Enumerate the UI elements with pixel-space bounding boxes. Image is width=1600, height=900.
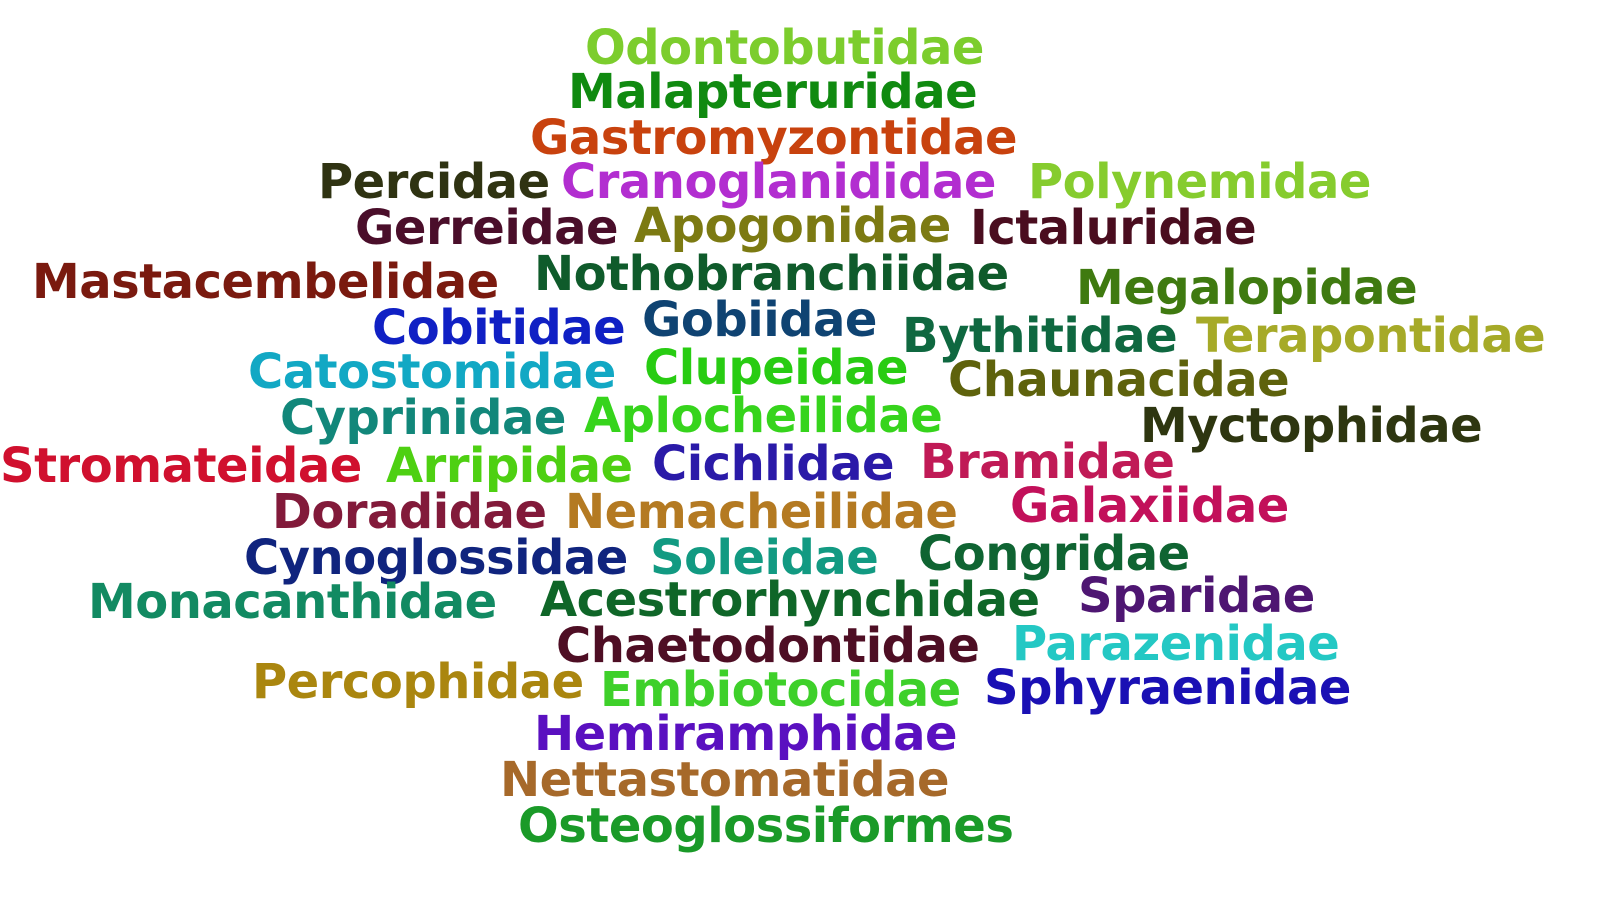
word-nothobranchiidae: Nothobranchiidae bbox=[534, 246, 1009, 302]
word-osteoglossiformes: Osteoglossiformes bbox=[518, 798, 1014, 854]
word-clupeidae: Clupeidae bbox=[644, 340, 909, 396]
word-cynoglossidae: Cynoglossidae bbox=[244, 530, 628, 586]
word-cobitidae: Cobitidae bbox=[372, 300, 626, 356]
word-malapteruridae: Malapteruridae bbox=[568, 64, 978, 120]
word-cranoglanididae: Cranoglanididae bbox=[561, 154, 996, 210]
word-chaunacidae: Chaunacidae bbox=[948, 352, 1290, 408]
word-arripidae: Arripidae bbox=[386, 438, 633, 494]
word-stromateidae: Stromateidae bbox=[0, 438, 362, 494]
word-percidae: Percidae bbox=[318, 154, 550, 210]
word-galaxiidae: Galaxiidae bbox=[1010, 478, 1289, 534]
word-aplocheilidae: Aplocheilidae bbox=[584, 388, 943, 444]
word-percophidae: Percophidae bbox=[252, 654, 584, 710]
word-sphyraenidae: Sphyraenidae bbox=[984, 660, 1351, 716]
word-cyprinidae: Cyprinidae bbox=[280, 390, 566, 446]
word-embiotocidae: Embiotocidae bbox=[600, 662, 961, 718]
word-bythitidae: Bythitidae bbox=[902, 308, 1178, 364]
word-catostomidae: Catostomidae bbox=[248, 344, 616, 400]
word-ictaluridae: Ictaluridae bbox=[970, 200, 1257, 256]
word-nettastomatidae: Nettastomatidae bbox=[500, 752, 950, 808]
word-gerreidae: Gerreidae bbox=[355, 200, 619, 256]
word-gobiidae: Gobiidae bbox=[642, 292, 877, 348]
word-chaetodontidae: Chaetodontidae bbox=[556, 618, 980, 674]
word-congridae: Congridae bbox=[918, 526, 1190, 582]
word-parazenidae: Parazenidae bbox=[1012, 616, 1340, 672]
word-myctophidae: Myctophidae bbox=[1140, 398, 1483, 454]
word-nemacheilidae: Nemacheilidae bbox=[565, 484, 958, 540]
word-terapontidae: Terapontidae bbox=[1196, 308, 1546, 364]
word-bramidae: Bramidae bbox=[920, 434, 1175, 490]
word-sparidae: Sparidae bbox=[1078, 568, 1315, 624]
word-hemiramphidae: Hemiramphidae bbox=[534, 706, 958, 762]
word-acestrorhynchidae: Acestrorhynchidae bbox=[540, 572, 1040, 628]
word-cichlidae: Cichlidae bbox=[652, 436, 895, 492]
word-mastacembelidae: Mastacembelidae bbox=[32, 254, 499, 310]
word-soleidae: Soleidae bbox=[650, 530, 879, 586]
word-monacanthidae: Monacanthidae bbox=[88, 574, 497, 630]
word-apogonidae: Apogonidae bbox=[634, 198, 951, 254]
word-doradidae: Doradidae bbox=[272, 484, 547, 540]
word-odontobutidae: Odontobutidae bbox=[585, 20, 984, 76]
word-polynemidae: Polynemidae bbox=[1028, 154, 1371, 210]
word-gastromyzontidae: Gastromyzontidae bbox=[530, 110, 1018, 166]
word-megalopidae: Megalopidae bbox=[1076, 260, 1418, 316]
